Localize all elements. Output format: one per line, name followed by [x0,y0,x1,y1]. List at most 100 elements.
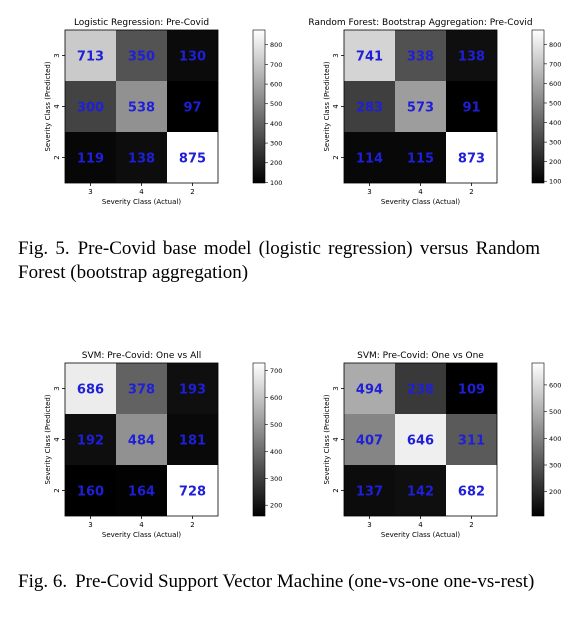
cell-value-label: 192 [77,434,104,449]
fig5-panel-logistic-regression: Logistic Regression: Pre-Covid 713 350 130 3… [30,12,282,212]
heatmap-cell [446,81,497,132]
chart-title: SVM: Pre-Covid: One vs One [357,351,484,361]
cell-value-label: 300 [77,101,104,116]
x-tick-label: 2 [190,521,194,529]
heatmap-cell [344,81,395,132]
cell-value-label: 114 [356,152,383,167]
x-tick-label: 2 [190,188,194,196]
cell-value-label: 181 [179,434,206,449]
heatmap-cell [116,414,167,465]
colorbar-tick-label: 800 [549,41,561,49]
cell-value-label: 741 [356,50,383,65]
cell-value-label: 119 [77,152,104,167]
heatmap-cell [116,465,167,516]
colorbar-tick-label: 500 [549,99,561,107]
confusion-matrix-chart: SVM: Pre-Covid: One vs All 686 378 193 192 48… [44,351,282,539]
y-axis-label: Severity Class (Predicted) [323,61,331,151]
cell-value-label: 407 [356,434,383,449]
y-axis-label: Severity Class (Predicted) [323,394,331,484]
colorbar [531,29,545,184]
cell-value-label: 91 [462,101,480,116]
colorbar-tick-label: 600 [549,381,561,389]
heatmap-cell [344,30,395,81]
colorbar-tick-label: 300 [270,475,282,483]
y-tick-label: 2 [332,155,340,159]
heatmap-cell [395,363,446,414]
colorbar-tick-label: 700 [549,60,561,68]
colorbar-tick-label: 200 [270,159,282,167]
cell-value-label: 138 [128,152,155,167]
cell-value-label: 378 [128,383,155,398]
heatmap-cell [446,465,497,516]
heatmap-cell [65,132,116,183]
cell-value-label: 283 [356,101,383,116]
colorbar [252,362,266,517]
colorbar [252,29,266,184]
cell-value-label: 728 [179,485,206,500]
y-tick-label: 4 [332,104,340,109]
colorbar-tick-label: 600 [549,80,561,88]
colorbar-tick-label: 400 [549,435,561,443]
y-tick-label: 3 [53,386,61,390]
colorbar-tick-label: 400 [270,448,282,456]
y-tick-label: 3 [332,386,340,390]
colorbar-tick-label: 100 [549,178,561,186]
y-tick-label: 4 [332,437,340,442]
x-tick-label: 4 [418,521,423,529]
heatmap-cell [116,30,167,81]
heatmap-cell [65,414,116,465]
colorbar-tick-label: 300 [270,140,282,148]
confusion-matrix-chart: SVM: Pre-Covid: One vs One 494 238 109 407 64… [323,351,561,539]
heatmap-cell [167,132,218,183]
heatmap-cell [446,132,497,183]
chart-title: Logistic Regression: Pre-Covid [74,18,209,28]
x-axis-label: Severity Class (Actual) [381,531,460,539]
fig6-panel-svm-one-vs-all: SVM: Pre-Covid: One vs All 686 378 193 192 48… [30,345,282,545]
heatmap-cell [167,81,218,132]
cell-value-label: 130 [179,50,206,65]
heatmap-cell [65,363,116,414]
heatmap-cell [446,30,497,81]
heatmap-cell [167,30,218,81]
cell-value-label: 160 [77,485,104,500]
cell-value-label: 238 [407,383,434,398]
cell-value-label: 686 [77,383,104,398]
figure-6-caption: Fig. 6. Pre-Covid Support Vector Machine … [18,570,540,594]
fig6-panel-svm-one-vs-one: SVM: Pre-Covid: One vs One 494 238 109 407 64… [309,345,561,545]
heatmap-cell [65,81,116,132]
colorbar-tick-label: 700 [270,367,282,375]
x-tick-label: 4 [139,188,144,196]
y-tick-label: 2 [332,488,340,492]
x-tick-label: 4 [418,188,423,196]
colorbar-tick-label: 400 [549,119,561,127]
heatmap-cell [395,81,446,132]
heatmap-cell [446,414,497,465]
x-axis-label: Severity Class (Actual) [381,198,460,206]
cell-value-label: 494 [356,383,383,398]
cell-value-label: 311 [458,434,485,449]
cell-value-label: 97 [183,101,201,116]
y-tick-label: 2 [53,488,61,492]
cell-value-label: 350 [128,50,155,65]
colorbar [531,362,545,517]
colorbar-tick-label: 300 [549,139,561,147]
colorbar-tick-label: 200 [549,158,561,166]
colorbar-tick-label: 300 [549,462,561,470]
cell-value-label: 484 [128,434,155,449]
heatmap-cell [167,363,218,414]
x-tick-label: 3 [88,188,92,196]
colorbar-tick-label: 100 [270,179,282,187]
colorbar-tick-label: 600 [270,81,282,89]
confusion-matrix-chart: Logistic Regression: Pre-Covid 713 350 130 3… [44,18,282,206]
cell-value-label: 137 [356,485,383,500]
heatmap-cell [446,363,497,414]
heatmap-cell [395,132,446,183]
colorbar-tick-label: 200 [549,488,561,496]
heatmap-cell [116,363,167,414]
y-tick-label: 2 [53,155,61,159]
cell-value-label: 164 [128,485,155,500]
colorbar-tick-label: 200 [270,502,282,510]
cell-value-label: 109 [458,383,485,398]
cell-value-label: 873 [458,152,485,167]
cell-value-label: 875 [179,152,206,167]
